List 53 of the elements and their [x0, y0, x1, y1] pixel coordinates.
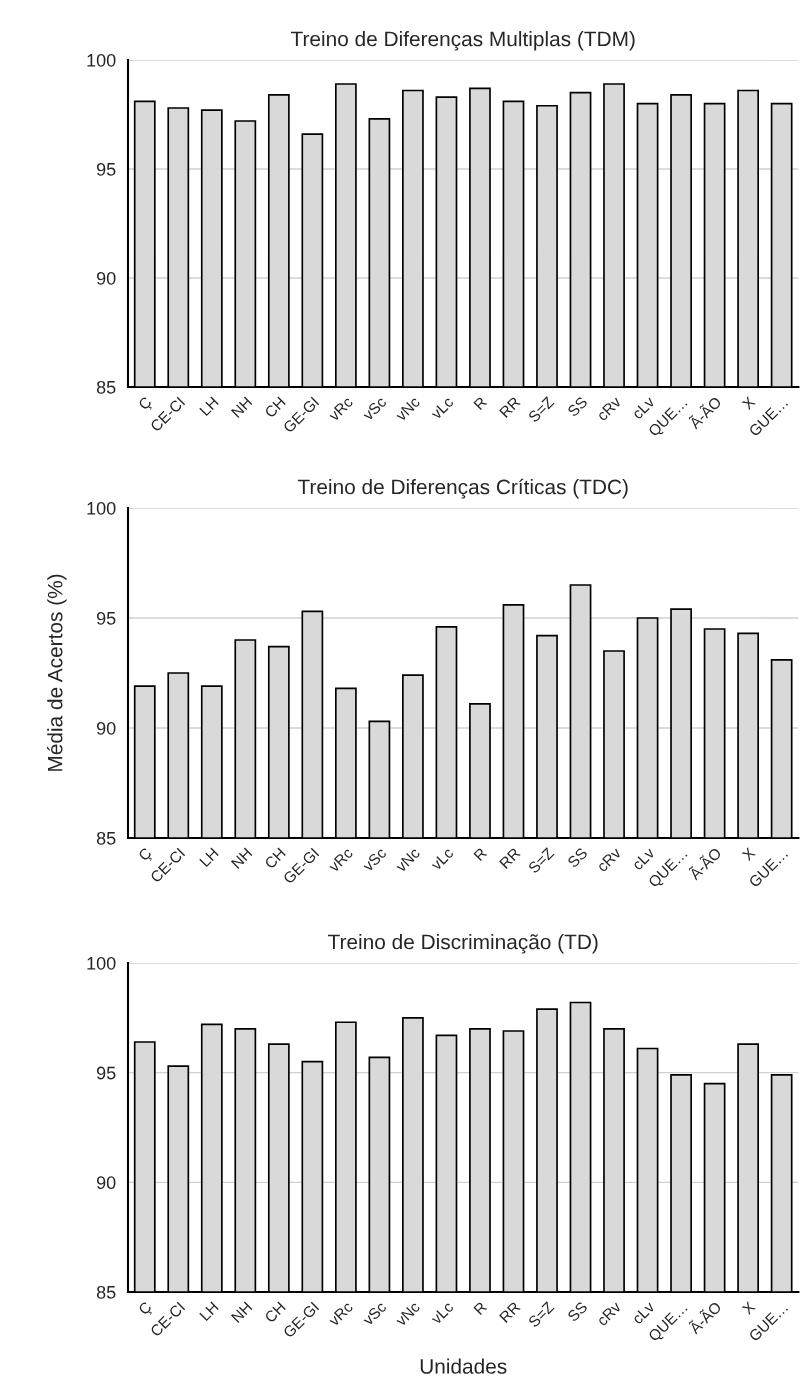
x-tick-label: Ç: [137, 1300, 155, 1318]
x-tick-label: SS: [566, 847, 588, 869]
x-tick-label: vNc: [394, 396, 421, 422]
x-tick-label: NH: [231, 396, 253, 418]
y-tick-label: 90: [96, 721, 116, 735]
x-tick-label: Ç: [137, 846, 155, 864]
y-tick-label: 95: [96, 162, 116, 176]
y-tick-label: 100: [87, 956, 116, 970]
x-tick-label: CH: [264, 1301, 286, 1324]
x-tick-label: cRv: [596, 1300, 622, 1327]
x-tick-label: LH: [199, 396, 219, 417]
x-tick-label: vRc: [327, 396, 354, 422]
x-tick-label: cRv: [596, 395, 622, 422]
y-tick-label: 100: [87, 53, 116, 67]
x-tick-label: vNc: [394, 847, 421, 873]
y-tick-label: 90: [96, 271, 116, 285]
y-tick-label: 85: [96, 1285, 116, 1299]
y-tick-label: 95: [96, 1066, 116, 1080]
x-tick-label: SS: [566, 1301, 588, 1323]
x-tick-label: vSc: [361, 395, 388, 422]
chart-title: Treino de Diferenças Multiplas (TDM): [290, 31, 635, 51]
y-axis-title: Média de Acertos (%): [46, 574, 67, 771]
x-tick-label: R: [473, 847, 488, 862]
x-tick-label: vLc: [430, 847, 455, 872]
x-tick-label: CH: [264, 396, 286, 419]
x-tick-label: RR: [499, 1301, 521, 1323]
x-tick-label: cRv: [596, 846, 622, 873]
x-tick-label: LH: [199, 1301, 219, 1322]
x-tick-label: SS: [566, 396, 588, 418]
x-tick-label: vSc: [361, 1300, 388, 1327]
x-tick-label: vSc: [361, 846, 388, 873]
x-tick-label: LH: [199, 847, 219, 868]
x-tick-label: vRc: [327, 1301, 354, 1327]
x-tick-label: vRc: [327, 847, 354, 873]
x-tick-label: R: [473, 1301, 488, 1316]
x-tick-label: RR: [499, 847, 521, 869]
x-tick-label: NH: [231, 1301, 253, 1323]
x-tick-label: NH: [231, 847, 253, 869]
x-tick-label: vLc: [430, 396, 455, 421]
x-tick-label: CH: [264, 847, 286, 870]
chart-title: Treino de Discriminação (TD): [328, 934, 598, 954]
chart-title: Treino de Diferenças Críticas (TDC): [297, 478, 628, 499]
x-tick-label: vLc: [430, 1301, 455, 1326]
x-tick-label: Ç: [137, 395, 155, 413]
x-axis-title: Unidades: [420, 1358, 507, 1374]
y-tick-label: 85: [96, 380, 116, 394]
x-tick-label: R: [473, 396, 488, 411]
y-tick-label: 85: [96, 831, 116, 845]
x-tick-label: RR: [499, 396, 521, 418]
x-tick-label: vNc: [394, 1301, 421, 1327]
y-tick-label: 90: [96, 1176, 116, 1190]
y-tick-label: 95: [96, 611, 116, 625]
y-tick-label: 100: [87, 501, 116, 515]
